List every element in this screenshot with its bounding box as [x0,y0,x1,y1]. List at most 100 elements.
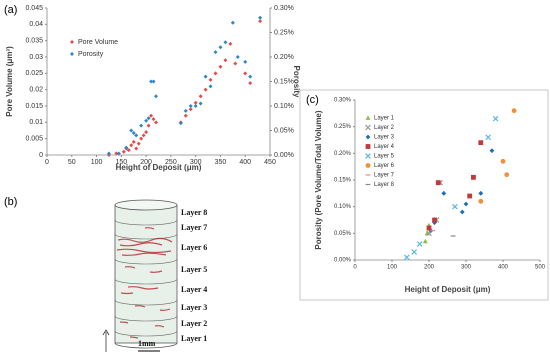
point [146,116,151,121]
point [218,45,223,50]
point [478,140,484,146]
point [114,151,119,156]
point [154,94,159,99]
x-tick-label: 0 [45,159,49,166]
y-tick-label: 0.25% [334,124,352,130]
point [248,81,253,86]
point [235,55,240,59]
point [183,113,188,118]
legend-label: Pore Volume [78,39,118,46]
point [426,225,432,231]
point [144,130,149,135]
x-tick-label: 450 [264,159,276,166]
layer-label: Layer 3 [181,303,207,312]
point [248,74,253,79]
y-tick-label: 0.015 [25,103,43,110]
point [471,174,476,180]
point [121,149,126,154]
point [151,79,156,84]
cylinder [102,199,178,352]
y-tick-label: 0.02 [29,87,43,94]
point [106,151,111,156]
y-tick-label: 0.30% [334,98,352,104]
point [459,209,465,215]
point [218,64,223,69]
legend-marker [365,124,371,131]
y-tick-label: 0.03 [29,54,43,61]
y-tick-label: 0.10% [334,204,352,210]
point [146,123,151,128]
x-tick-label: 100 [387,265,398,271]
y2-tick-label: 0.05% [274,127,294,134]
y-tick-label: 0.045 [25,5,43,12]
x-tick-label: 250 [165,159,177,166]
panel-label: (b) [4,196,17,208]
point [228,41,233,46]
point [134,133,139,138]
point [124,145,129,150]
x-tick-label: 300 [461,265,472,271]
point [154,120,159,125]
point [208,77,213,82]
point [178,121,183,126]
point [485,134,492,141]
x-axis-label: Height of Deposit (μm) [116,163,202,172]
point [188,107,193,112]
point [208,84,213,89]
legend-label: Layer 2 [374,125,395,131]
x-tick-label: 200 [424,265,435,271]
legend-label: Layer 8 [374,182,395,188]
point [258,19,263,24]
point [223,40,228,45]
legend-label: Layer 6 [374,163,395,169]
y2-axis-label: Porosity [292,65,301,98]
point [504,172,510,178]
y-tick-label: 0.04 [29,21,43,28]
point [134,146,139,151]
point [258,15,263,20]
point [230,20,235,25]
legend-marker [70,52,74,56]
y2-tick-label: 0.20% [274,54,294,61]
panel-label: (c) [306,94,319,106]
point [441,190,447,196]
point [432,217,437,223]
point [416,241,423,247]
point [213,71,218,76]
point [243,59,248,64]
x-tick-label: 400 [239,159,251,166]
point [129,128,134,133]
point [131,139,136,144]
y-tick-label: 0.01 [29,119,43,126]
y-tick-label: 0.00% [334,258,352,264]
y-axis-label: Pore Volume (μm³) [5,46,14,117]
point [136,141,141,146]
legend-label: Layer 7 [374,173,395,179]
y-tick-label: 0.005 [25,136,43,143]
legend-label: Layer 4 [374,144,395,150]
layer-label: Layer 4 [181,285,207,294]
legend-marker [365,144,371,149]
point [203,74,208,79]
y-tick-label: 0.20% [334,151,352,157]
panel-label: (a) [4,4,17,16]
legend-marker [365,163,371,168]
point [151,117,156,122]
layer-label: Layer 5 [181,265,207,274]
point [489,148,495,154]
point [213,50,218,55]
layer-label: Layer 1 [181,334,207,343]
point [141,133,146,138]
point [139,136,144,141]
x-tick-label: 200 [140,159,152,166]
point [193,100,198,105]
y2-tick-label: 0.10% [274,103,294,110]
y2-tick-label: 0.30% [274,5,294,12]
layer-label: Layer 2 [181,319,207,328]
point [500,158,506,164]
point [478,198,484,204]
point [463,201,469,207]
legend-label: Layer 3 [374,135,395,141]
x-tick-label: 300 [190,159,202,166]
